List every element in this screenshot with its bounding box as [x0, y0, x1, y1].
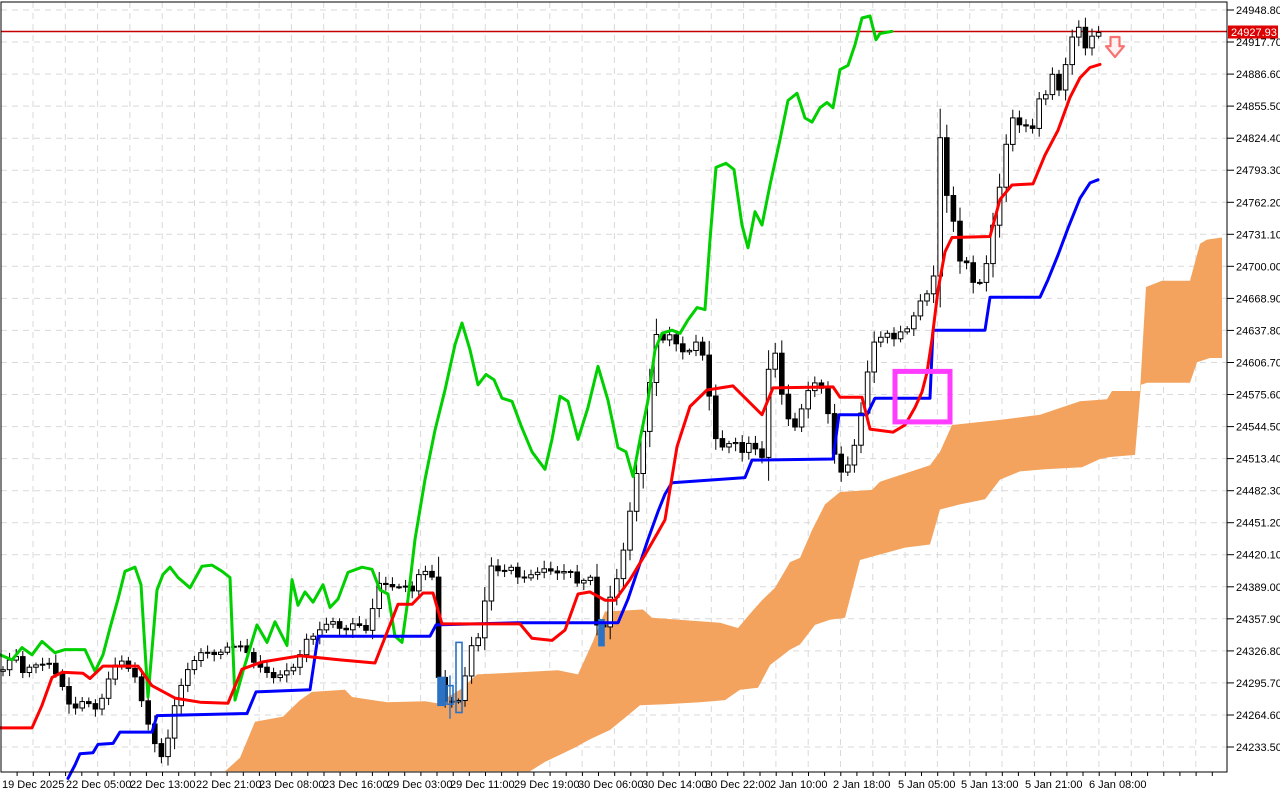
svg-text:24637.80: 24637.80 [1236, 325, 1280, 337]
svg-text:24295.70: 24295.70 [1236, 678, 1280, 690]
kijun-sen-line [66, 178, 1100, 780]
svg-text:22 Dec 21:00: 22 Dec 21:00 [196, 779, 261, 791]
svg-text:29 Dec 19:00: 29 Dec 19:00 [514, 779, 579, 791]
svg-text:24264.60: 24264.60 [1236, 710, 1280, 722]
svg-text:24513.40: 24513.40 [1236, 454, 1280, 466]
svg-text:24762.20: 24762.20 [1236, 197, 1280, 209]
svg-text:29 Dec 03:00: 29 Dec 03:00 [387, 779, 452, 791]
current-price-value: 24927.93 [1231, 27, 1277, 39]
current-price-label: 24927.93 [1228, 25, 1278, 39]
svg-text:24824.40: 24824.40 [1236, 133, 1280, 145]
svg-text:24606.70: 24606.70 [1236, 358, 1280, 370]
svg-text:24917.70: 24917.70 [1236, 37, 1280, 49]
svg-text:24948.80: 24948.80 [1236, 5, 1280, 17]
svg-text:22 Dec 05:00: 22 Dec 05:00 [66, 779, 131, 791]
svg-text:6 Jan 08:00: 6 Jan 08:00 [1089, 779, 1147, 791]
svg-text:24886.60: 24886.60 [1236, 69, 1280, 81]
candles [0, 17, 1102, 766]
svg-text:24357.90: 24357.90 [1236, 614, 1280, 626]
svg-text:24793.30: 24793.30 [1236, 165, 1280, 177]
svg-text:23 Dec 08:00: 23 Dec 08:00 [259, 779, 324, 791]
svg-text:30 Dec 06:00: 30 Dec 06:00 [578, 779, 643, 791]
tenkan-sen-line [0, 62, 1102, 730]
svg-text:24233.50: 24233.50 [1236, 742, 1280, 754]
svg-text:22 Dec 13:00: 22 Dec 13:00 [130, 779, 195, 791]
svg-text:24482.30: 24482.30 [1236, 486, 1280, 498]
svg-text:29 Dec 11:00: 29 Dec 11:00 [450, 779, 515, 791]
svg-text:2 Jan 18:00: 2 Jan 18:00 [833, 779, 891, 791]
svg-text:30 Dec 22:00: 30 Dec 22:00 [705, 779, 770, 791]
y-axis[interactable]: 24948.80 24917.70 24886.60 24855.50 24824.40… [1227, 5, 1280, 754]
svg-text:24544.50: 24544.50 [1236, 422, 1280, 434]
svg-text:24389.00: 24389.00 [1236, 582, 1280, 594]
highlighted-bars [437, 618, 605, 719]
plot-border [0, 1, 1228, 773]
svg-text:24668.90: 24668.90 [1236, 293, 1280, 305]
svg-text:24855.50: 24855.50 [1236, 101, 1280, 113]
svg-text:24731.10: 24731.10 [1236, 229, 1280, 241]
chikou-span-line [0, 14, 894, 702]
svg-text:24575.60: 24575.60 [1236, 390, 1280, 402]
svg-text:2 Jan 10:00: 2 Jan 10:00 [770, 779, 828, 791]
ichimoku-cloud [225, 237, 1222, 772]
svg-text:30 Dec 14:00: 30 Dec 14:00 [642, 779, 707, 791]
svg-text:19 Dec 2025: 19 Dec 2025 [2, 779, 64, 791]
svg-text:5 Jan 05:00: 5 Jan 05:00 [898, 779, 956, 791]
rectangle-annotation[interactable] [892, 368, 953, 425]
svg-text:24451.20: 24451.20 [1236, 518, 1280, 530]
svg-text:5 Jan 13:00: 5 Jan 13:00 [961, 779, 1019, 791]
svg-text:24326.80: 24326.80 [1236, 646, 1280, 658]
svg-text:24420.10: 24420.10 [1236, 550, 1280, 562]
svg-text:24700.00: 24700.00 [1236, 261, 1280, 273]
svg-text:23 Dec 16:00: 23 Dec 16:00 [323, 779, 388, 791]
svg-text:5 Jan 21:00: 5 Jan 21:00 [1025, 779, 1083, 791]
sell-arrow-down-icon[interactable] [1104, 35, 1126, 59]
